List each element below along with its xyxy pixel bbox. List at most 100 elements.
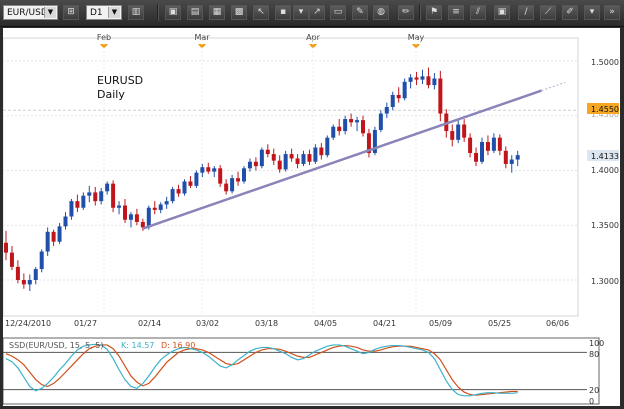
oscillator-level-label: 80 [589, 350, 599, 359]
candle-body [361, 120, 365, 134]
symbol-selector[interactable]: EUR/USD ▼ [3, 5, 58, 20]
y-tick-label: 1.5000 [591, 58, 619, 67]
line-chart-icon[interactable]: ▤ [187, 5, 203, 20]
candle-body [111, 183, 116, 208]
candle-body [146, 207, 151, 228]
candle-body [170, 189, 175, 202]
candle-body [247, 161, 252, 169]
candle-body [27, 280, 32, 285]
candle-body [420, 76, 425, 80]
price-chart[interactable]: Feb Mar Apr May EURUSD Daily 1.5000 1.45… [2, 28, 620, 406]
candle-body [200, 167, 205, 173]
screenshot-icon[interactable]: ▣ [494, 5, 510, 20]
month-label: Mar [194, 33, 210, 42]
toolbar-separator [419, 4, 421, 21]
candle-body [75, 201, 80, 208]
chart-toolbar: EUR/USD ▼ ⊞ D1 ▼ ▥ ▣ ▤ ▦ ▩ ↖ ▪ ▾ ↗ ▭ ✎ ◍… [0, 0, 624, 27]
pencil-icon[interactable]: ✏ [398, 5, 414, 20]
x-tick-label: 03/02 [196, 319, 219, 328]
candle-body [218, 168, 223, 184]
candle-body [45, 231, 50, 252]
candle-body [39, 251, 44, 270]
chevron-down-icon[interactable]: ▼ [108, 7, 120, 18]
candle-body [402, 81, 407, 99]
chart-panel[interactable]: Feb Mar Apr May EURUSD Daily 1.5000 1.45… [2, 28, 620, 406]
comment-icon[interactable]: ✎ [352, 5, 368, 20]
candle-body [319, 147, 324, 156]
zoom-icon[interactable]: ▦ [209, 5, 225, 20]
candles-group [4, 67, 520, 291]
candle-body [242, 168, 246, 182]
trendline [142, 89, 542, 230]
chart-type-icon[interactable]: ⊞ [63, 5, 79, 20]
candle-body [265, 149, 270, 155]
x-tick-label: 05/09 [429, 319, 452, 328]
oscillator-d-label: D: 16.90 [161, 341, 195, 350]
candle-body [503, 150, 508, 164]
candle-body [307, 154, 312, 162]
dropdown-arrow-icon[interactable]: ▾ [293, 5, 309, 20]
month-marker-icon [198, 44, 206, 49]
oscillator-level-label: 0 [589, 397, 594, 406]
globe-icon[interactable]: ◍ [373, 5, 389, 20]
candle-body [69, 201, 74, 217]
candle-body [313, 147, 318, 162]
candle-body [93, 192, 98, 202]
candle-body [497, 137, 502, 151]
chevron-down-icon[interactable]: ▼ [44, 7, 56, 18]
timeframe-selector[interactable]: D1 ▼ [86, 5, 122, 20]
candle-body [396, 94, 401, 99]
candle-body [224, 183, 229, 192]
flags-icon[interactable]: ⚑ [426, 5, 442, 20]
text-icon[interactable]: ▭ [330, 5, 346, 20]
candle-body [509, 159, 514, 164]
candle-body [182, 181, 187, 194]
symbol-label: EURUSD [97, 74, 143, 87]
candle-body [51, 231, 56, 242]
period-icon[interactable]: ↗ [309, 5, 325, 20]
y-tick-label: 1.3500 [591, 221, 619, 230]
timeframe-value: D1 [90, 8, 103, 18]
crosshair-icon[interactable]: ▪ [275, 5, 291, 20]
candle-body [9, 252, 14, 267]
trend-line-icon[interactable]: ∕ [518, 5, 534, 20]
month-marker-icon [100, 44, 108, 49]
brush-icon[interactable]: ✐ [562, 5, 578, 20]
y-tick-label: 1.3000 [591, 277, 619, 286]
ray-icon[interactable]: ⟋ [540, 5, 556, 20]
oscillator-k-line [5, 343, 518, 397]
fibonacci-icon[interactable]: ≡ [448, 5, 464, 20]
month-label: Feb [97, 33, 111, 42]
channel-icon[interactable]: ⫽ [470, 5, 486, 20]
x-tick-label: 04/05 [314, 319, 337, 328]
candle-body [277, 160, 282, 170]
grid-icon[interactable]: ▩ [231, 5, 247, 20]
candle-body [432, 78, 437, 86]
candle-body [408, 77, 413, 82]
candle-body [438, 78, 443, 114]
dropdown-arrow-icon[interactable]: ▾ [584, 5, 600, 20]
month-label: May [408, 33, 425, 42]
candle-body [295, 158, 300, 164]
candle-body [87, 192, 92, 196]
x-tick-label: 06/06 [546, 319, 569, 328]
x-tick-label: 02/14 [138, 319, 161, 328]
candle-body [4, 242, 8, 253]
candlestick-icon[interactable]: ▣ [165, 5, 181, 20]
candle-body [105, 183, 110, 192]
candle-body [212, 168, 217, 172]
candle-body [271, 154, 276, 161]
oscillator-k-label: K: 14.57 [121, 341, 154, 350]
candle-body [128, 214, 133, 220]
candle-body [158, 204, 163, 210]
candle-body [164, 201, 169, 205]
candle-body [331, 126, 336, 138]
month-marker-icon [309, 44, 317, 49]
bar-chart-icon[interactable]: ▥ [128, 5, 144, 20]
more-icon[interactable]: » [604, 5, 620, 20]
cursor-icon[interactable]: ↖ [253, 5, 269, 20]
current-price-badge [587, 150, 619, 161]
x-axis: 12/24/2010 01/27 02/14 03/02 03/18 04/05… [5, 319, 569, 328]
candle-body [378, 113, 383, 130]
candle-body [176, 189, 181, 194]
